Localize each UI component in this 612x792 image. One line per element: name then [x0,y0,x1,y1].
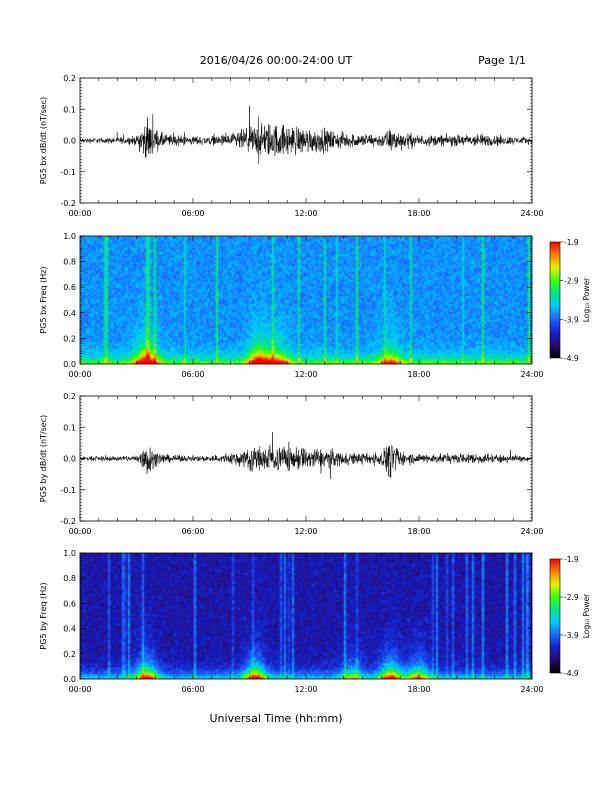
x-tick-label: 06:00 [181,527,204,536]
x-tick-label: 18:00 [407,370,430,379]
trace-bx-waveform [79,105,533,164]
x-tick-label: 12:00 [294,527,317,536]
spectrogram-image [80,236,532,364]
axes-bx-spectrogram: 00:00 06:00 12:00 18:00 24:00 0.0 0.2 0.4 0.6 0.8… [39,232,544,379]
x-tick-label: 18:00 [407,527,430,536]
y-tick-label: 0.2 [63,74,76,83]
x-axis-label: Universal Time (hh:mm) [210,712,343,725]
colorbar-label: Log₁₀ Power [582,593,591,638]
y-axis-label: PG5 by dB/dt (nT/sec) [39,415,48,502]
x-tick-label: 00:00 [68,370,91,379]
y-tick-label: 1.0 [63,549,76,558]
colorbar-tick-label: -1.9 [564,555,579,564]
x-tick-label: 12:00 [294,685,317,694]
colorbar-tick-label: -2.9 [564,277,579,286]
x-tick-label: 24:00 [520,685,543,694]
y-tick-label: 0.0 [63,455,76,464]
colorbar-scale [549,241,561,359]
y-axis-label: PG5 by Freq (Hz) [39,582,48,649]
x-tick-label: 24:00 [520,370,543,379]
x-tick-label: 06:00 [181,370,204,379]
y-tick-label: -0.1 [60,486,76,495]
y-tick-label: 0.0 [63,675,76,684]
plot-frame [79,77,533,204]
colorbar-bx-spectrogram: -1.9 -2.9 -3.9 -4.9 Log₁₀ Power [549,238,591,363]
y-tick-label: 1.0 [63,232,76,241]
x-tick-label: 06:00 [181,685,204,694]
colorbar-tick-label: -4.9 [564,669,579,678]
colorbar-tick-label: -3.9 [564,631,579,640]
panels: 00:00 06:00 12:00 18:00 24:00 -0.2 -0.1 0.0 0.1 0… [39,74,591,694]
x-tick-label: 12:00 [294,209,317,218]
colorbar-tick-label: -2.9 [564,593,579,602]
y-tick-label: 0.8 [63,574,76,583]
y-axis-label: PG5 bx dB/dt (nT/sec) [39,97,48,184]
page-indicator: Page 1/1 [478,54,526,67]
y-tick-label: 0.2 [63,392,76,401]
x-tick-label: 24:00 [520,527,543,536]
colorbar-tick-label: -4.9 [564,354,579,363]
y-tick-label: 0.1 [63,423,76,432]
plot-frame [79,235,533,365]
y-tick-label: 0.8 [63,258,76,267]
axes-bx-waveform: 00:00 06:00 12:00 18:00 24:00 -0.2 -0.1 0.0 0.1 0… [39,74,544,218]
y-tick-label: 0.4 [63,625,76,634]
x-tick-label: 00:00 [68,685,91,694]
y-tick-label: 0.0 [63,137,76,146]
colorbar-label: Log₁₀ Power [582,277,591,322]
y-tick-label: -0.2 [60,199,76,208]
x-tick-label: 12:00 [294,370,317,379]
x-tick-label: 18:00 [407,209,430,218]
y-axis-label: PG5 bx Freq (Hz) [39,266,48,333]
colorbar-by-spectrogram: -1.9 -2.9 -3.9 -4.9 Log₁₀ Power [549,555,591,678]
axes-by-waveform: 00:00 06:00 12:00 18:00 24:00 -0.2 -0.1 0.0 0.1 0… [39,392,544,536]
x-tick-label: 24:00 [520,209,543,218]
spectrogram-image [80,553,532,679]
x-tick-label: 00:00 [68,527,91,536]
y-tick-label: 0.4 [63,309,76,318]
y-tick-label: 0.6 [63,599,76,608]
plot-frame [79,395,533,522]
y-tick-label: -0.1 [60,168,76,177]
y-tick-label: 0.2 [63,334,76,343]
axes-by-spectrogram: 00:00 06:00 12:00 18:00 24:00 0.0 0.2 0.4 0.6 0.8… [39,549,544,694]
y-tick-label: 0.1 [63,105,76,114]
x-tick-label: 06:00 [181,209,204,218]
y-tick-label: 0.2 [63,650,76,659]
waveform-line [79,105,533,164]
colorbar-tick-label: -1.9 [564,238,579,247]
x-tick-label: 00:00 [68,209,91,218]
colorbar-scale [549,558,561,674]
y-tick-label: -0.2 [60,517,76,526]
y-tick-label: 0.6 [63,283,76,292]
colorbar-tick-label: -3.9 [564,315,579,324]
trace-by-waveform [79,432,533,480]
plot-title: 2016/04/26 00:00-24:00 UT [200,54,353,67]
x-tick-label: 18:00 [407,685,430,694]
y-tick-label: 0.0 [63,360,76,369]
plot-frame [79,552,533,680]
waveform-line [79,432,533,480]
